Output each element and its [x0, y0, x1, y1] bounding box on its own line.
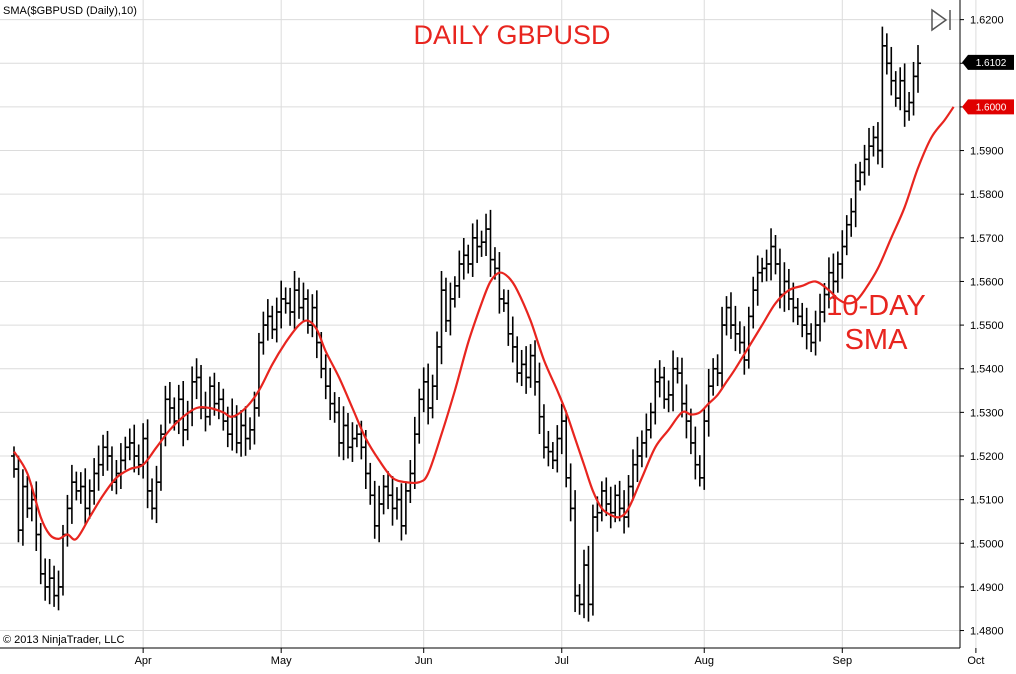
price-tick-label: 1.5500	[970, 320, 1004, 332]
price-tick-label: 1.5000	[970, 538, 1004, 550]
chart-title: DAILY GBPUSD	[413, 20, 610, 50]
indicator-label: SMA($GBPUSD (Daily),10)	[3, 5, 137, 17]
price-tick-label: 1.5900	[970, 146, 1004, 158]
play-icon[interactable]	[926, 6, 954, 32]
time-tick-label: May	[271, 655, 292, 667]
time-tick-label: Jul	[555, 655, 569, 667]
price-axis-ticks: 1.62001.61001.60001.59001.58001.57001.56…	[960, 15, 1004, 638]
price-tick-label: 1.5400	[970, 364, 1004, 376]
sma-badge: 1.6000	[962, 99, 1014, 115]
annotation-line-2: SMA	[845, 324, 909, 356]
price-tick-label: 1.5300	[970, 407, 1004, 419]
price-tick-label: 1.5100	[970, 495, 1004, 507]
price-tick-label: 1.5600	[970, 276, 1004, 288]
time-tick-label: Sep	[833, 655, 853, 667]
price-tick-label: 1.4900	[970, 582, 1004, 594]
copyright-label: © 2013 NinjaTrader, LLC	[3, 634, 124, 646]
time-tick-label: Apr	[135, 655, 152, 667]
price-tick-label: 1.4800	[970, 626, 1004, 638]
time-tick-label: Jun	[415, 655, 433, 667]
sma-badge-shape	[962, 99, 1014, 115]
price-badge-value: 1.6102	[976, 58, 1007, 69]
price-badge: 1.6102	[962, 54, 1014, 70]
price-tick-label: 1.5800	[970, 189, 1004, 201]
grid-lines	[0, 0, 977, 648]
price-tick-label: 1.5700	[970, 233, 1004, 245]
sma-line	[13, 106, 955, 541]
price-badge-shape	[962, 54, 1014, 70]
annotation-line-1: 10-DAY	[826, 290, 925, 322]
price-bar	[915, 45, 921, 93]
time-tick-label: Oct	[967, 655, 984, 667]
sma-badge-value: 1.6000	[976, 102, 1007, 113]
price-tick-label: 1.6200	[970, 15, 1004, 27]
price-tick-label: 1.5200	[970, 451, 1004, 463]
time-tick-label: Aug	[694, 655, 714, 667]
ohlc-bars	[11, 26, 921, 622]
time-axis-ticks: Apr May Jun Jul Aug Sep Oct	[135, 648, 984, 667]
